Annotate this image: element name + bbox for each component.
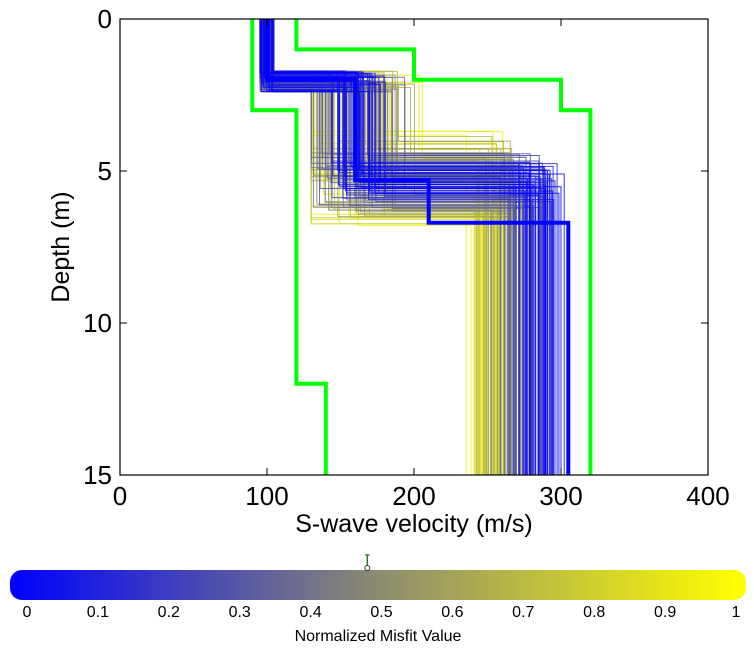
colorbar-tick-label: 0.4 (299, 604, 321, 621)
colorbar-tick-label: 0.9 (654, 604, 676, 621)
x-tick-label: 300 (539, 481, 582, 511)
ensemble-profile (261, 19, 558, 475)
colorbar-tick-label: 1 (732, 604, 741, 621)
model-bounds (250, 19, 593, 475)
y-tick-label: 5 (98, 156, 112, 186)
x-axis-ticks: 0 100 200 300 400 (113, 19, 730, 511)
colorbar-marker (364, 554, 371, 571)
colorbar-tick-label: 0 (23, 604, 32, 621)
best-fit-profile (265, 19, 571, 475)
x-axis-title: S-wave velocity (m/s) (295, 510, 533, 538)
colorbar-gradient (10, 570, 746, 600)
ensemble-profile (263, 19, 546, 475)
colorbar-tick-label: 0.1 (87, 604, 109, 621)
model-ensemble (259, 19, 565, 475)
y-tick-label: 10 (83, 308, 112, 338)
y-tick-label: 0 (98, 4, 112, 34)
colorbar-tick-label: 0.6 (441, 604, 463, 621)
lower-bound-profile (250, 19, 328, 475)
marker-dot (364, 565, 371, 571)
colorbar-tick-label: 0.8 (583, 604, 605, 621)
x-tick-label: 0 (113, 481, 127, 511)
y-axis-ticks: 0 5 10 15 (83, 4, 708, 490)
upper-bound-profile (294, 19, 593, 475)
x-tick-label: 400 (686, 481, 729, 511)
ensemble-profile (273, 19, 553, 475)
ensemble-profile (268, 19, 545, 475)
y-axis-title: Depth (m) (47, 191, 75, 302)
colorbar-tick-label: 0.3 (229, 604, 251, 621)
ensemble-profile (271, 19, 540, 475)
x-tick-label: 200 (392, 481, 435, 511)
colorbar-ticks: 0 0.1 0.2 0.3 0.4 0.5 0.6 0.7 0.8 0.9 1 (23, 604, 741, 621)
y-tick-label: 15 (83, 460, 112, 490)
colorbar-tick-label: 0.5 (370, 604, 392, 621)
ensemble-profile (271, 19, 528, 475)
ensemble-profile (260, 19, 560, 475)
colorbar-tick-label: 0.2 (158, 604, 180, 621)
colorbar-tick-label: 0.7 (512, 604, 534, 621)
colorbar-title: Normalized Misfit Value (295, 628, 462, 645)
x-tick-label: 100 (245, 481, 288, 511)
colorbar: 0 0.1 0.2 0.3 0.4 0.5 0.6 0.7 0.8 0.9 1 Normalized… (10, 554, 746, 645)
